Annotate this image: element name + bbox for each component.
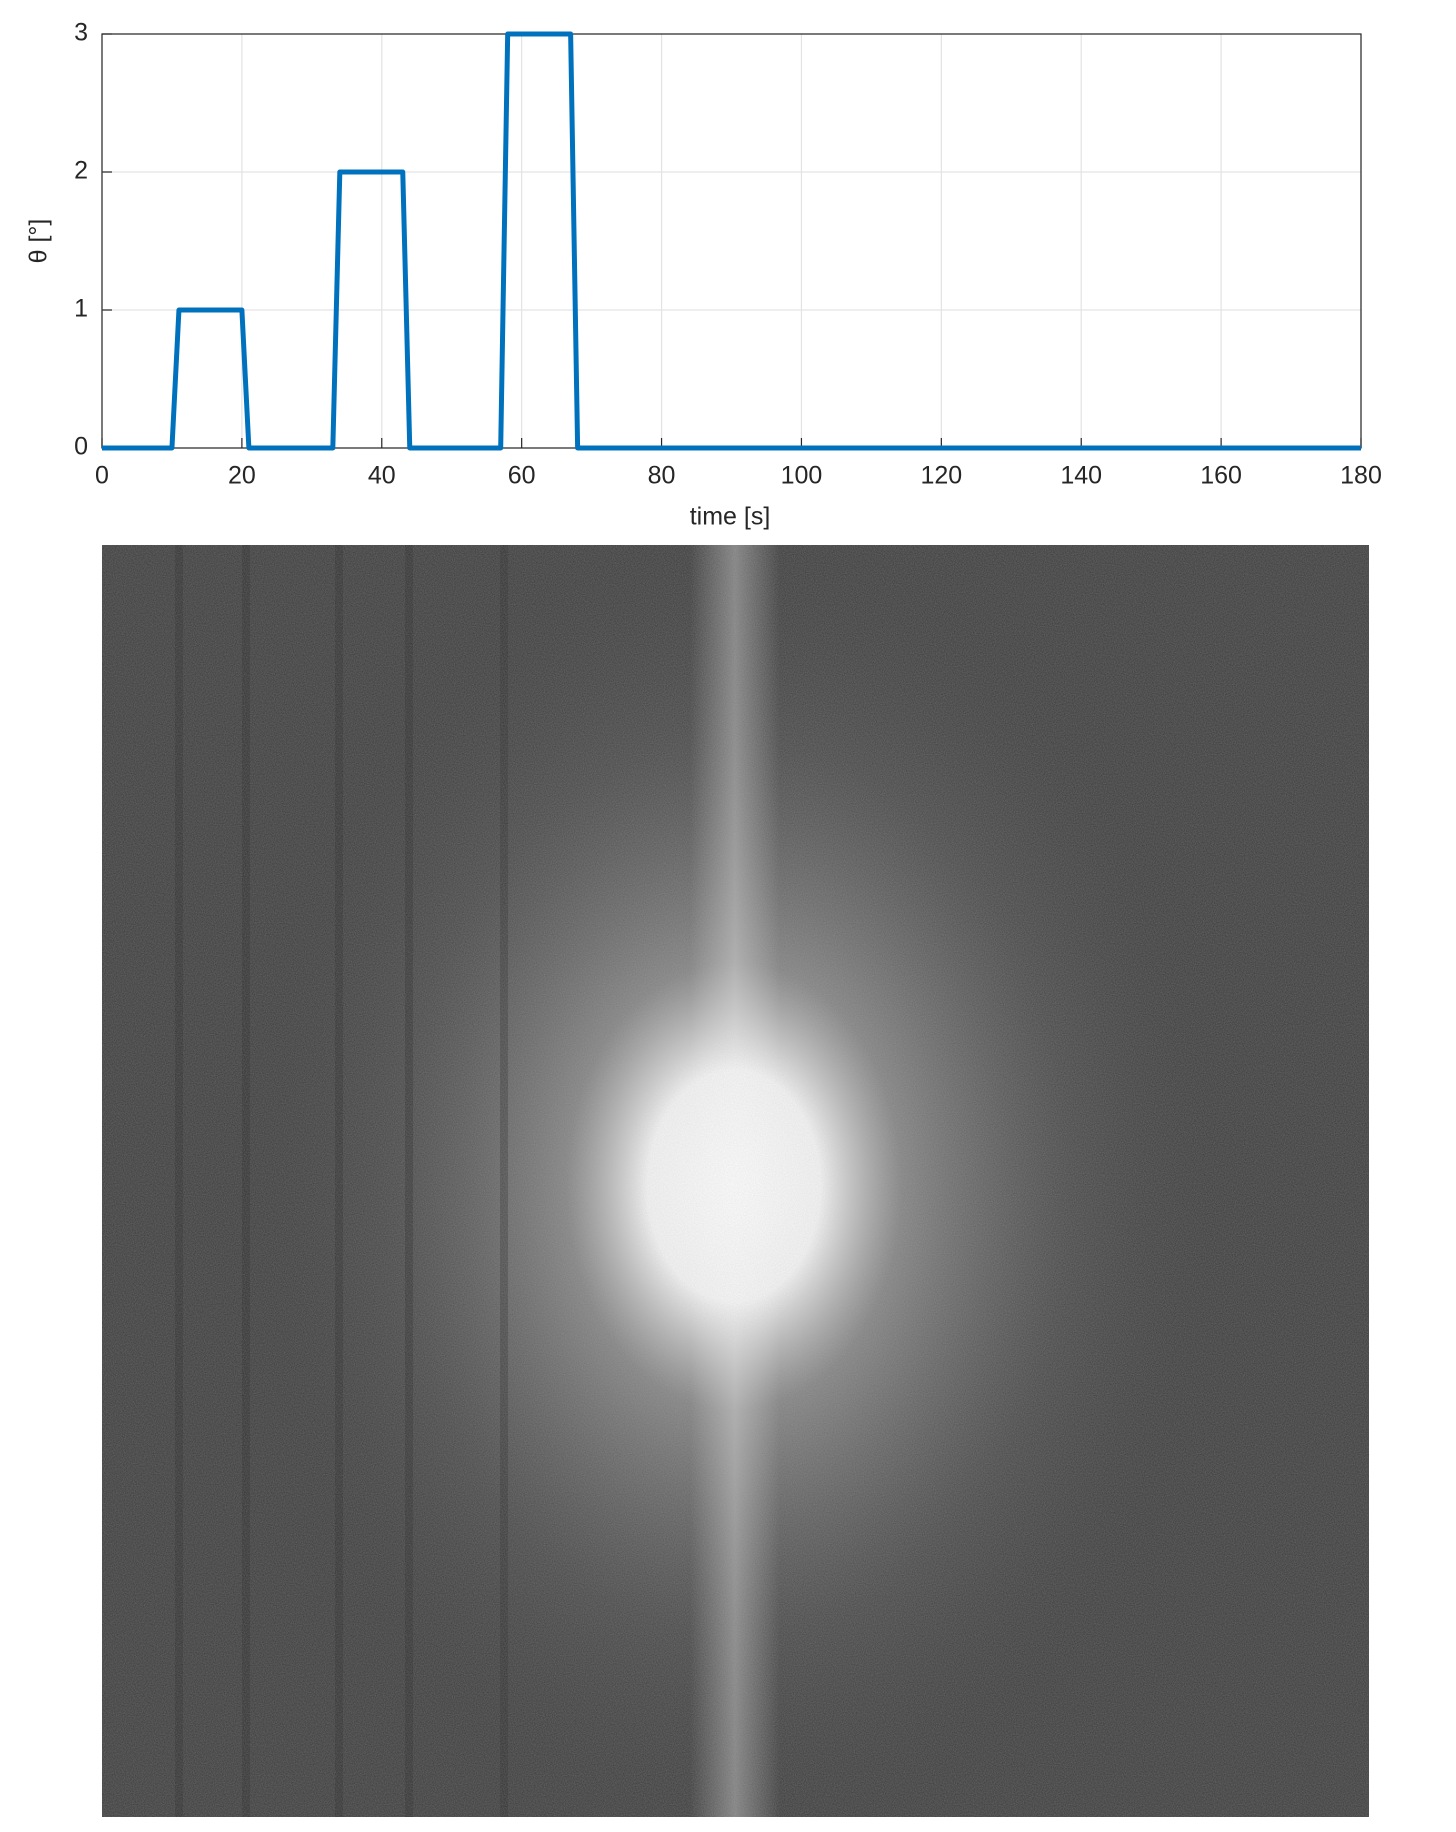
x-tick-label: 180 <box>1340 462 1382 490</box>
y-tick-label: 1 <box>74 295 88 323</box>
x-axis-label: time [s] <box>690 503 771 531</box>
x-tick-label: 160 <box>1200 462 1242 490</box>
x-tick-label: 140 <box>1060 462 1102 490</box>
x-tick-label: 20 <box>228 462 256 490</box>
y-axis-label: θ [°] <box>25 219 53 264</box>
x-tick-label: 100 <box>781 462 823 490</box>
plot-area <box>102 34 1361 448</box>
spectrum-image <box>102 545 1369 1817</box>
y-tick-label: 3 <box>74 19 88 47</box>
x-tick-label: 80 <box>648 462 676 490</box>
x-tick-label: 60 <box>508 462 536 490</box>
x-tick-label: 120 <box>920 462 962 490</box>
data-line <box>102 31 1361 451</box>
x-tick-label: 0 <box>95 462 109 490</box>
y-tick-label: 2 <box>74 157 88 185</box>
y-tick-label: 0 <box>74 433 88 461</box>
x-tick-label: 40 <box>368 462 396 490</box>
